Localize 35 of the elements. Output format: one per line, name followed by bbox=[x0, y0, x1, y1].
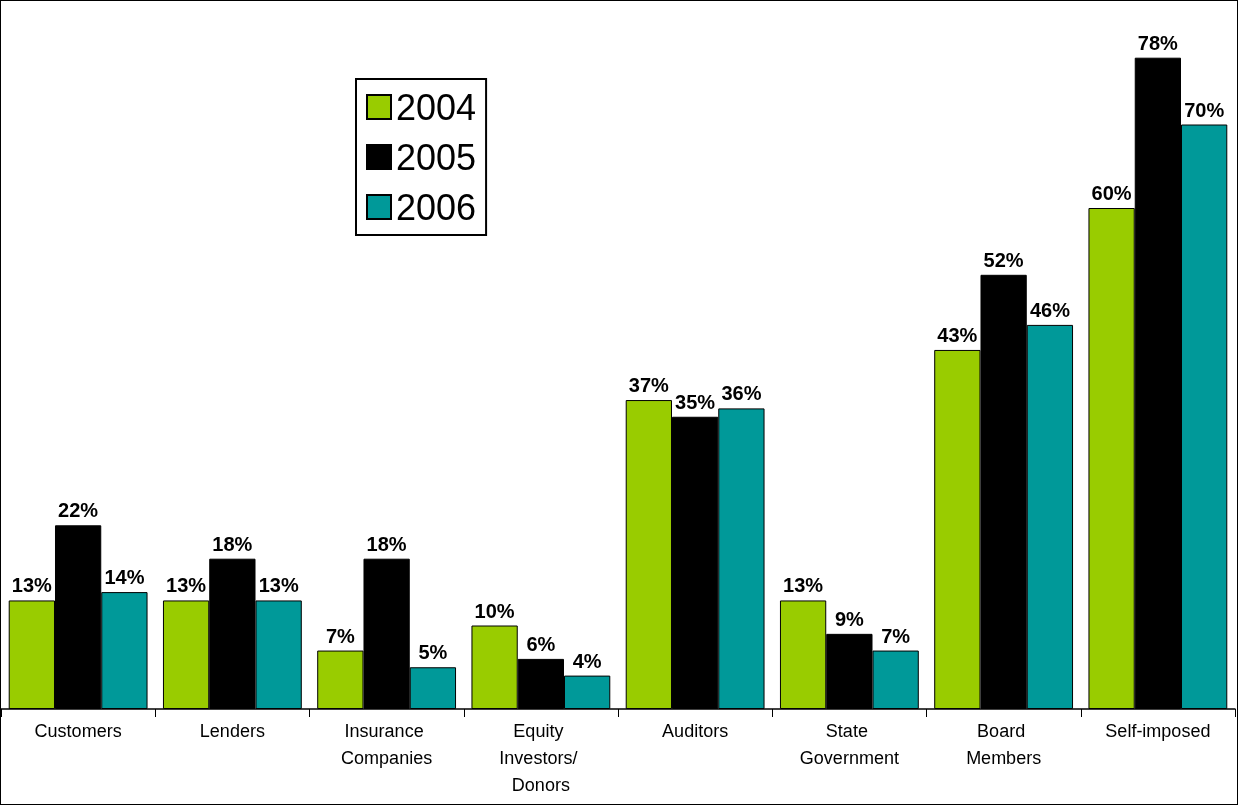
x-tick-label: State Government bbox=[799, 720, 899, 768]
x-tick-label: Insurance Companies bbox=[341, 720, 433, 768]
data-label: 13% bbox=[783, 574, 824, 597]
data-label: 10% bbox=[474, 599, 515, 622]
data-label: 78% bbox=[1137, 31, 1179, 54]
legend-label: 2005 bbox=[396, 136, 477, 178]
data-label: 14% bbox=[104, 566, 145, 589]
data-label: 18% bbox=[366, 532, 407, 555]
data-label: 9% bbox=[834, 607, 865, 630]
data-label: 70% bbox=[1184, 98, 1225, 121]
data-label: 6% bbox=[526, 632, 556, 655]
data-label: 46% bbox=[1029, 298, 1071, 321]
data-label: 60% bbox=[1091, 182, 1132, 204]
data-label: 13% bbox=[258, 574, 299, 597]
x-tick-label: Self-imposed bbox=[1105, 720, 1211, 741]
data-label: 36% bbox=[721, 382, 762, 405]
data-label: 7% bbox=[881, 624, 911, 647]
data-label: 22% bbox=[58, 499, 99, 522]
data-label: 52% bbox=[983, 248, 1024, 271]
legend-label: 2006 bbox=[396, 186, 477, 228]
x-tick-label: Equity Investors/ Donors bbox=[499, 720, 583, 795]
data-label: 4% bbox=[572, 649, 602, 672]
data-label: 37% bbox=[628, 374, 670, 397]
data-label: 13% bbox=[11, 574, 53, 597]
data-label: 18% bbox=[212, 532, 253, 555]
x-tick-label: Board Members bbox=[966, 720, 1042, 768]
x-tick-label: Lenders bbox=[199, 720, 265, 741]
x-tick-label: Customers bbox=[34, 720, 122, 741]
x-tick-label: Auditors bbox=[662, 720, 729, 741]
data-label: 43% bbox=[937, 323, 978, 346]
data-label: 35% bbox=[675, 390, 716, 413]
data-label: 5% bbox=[418, 641, 448, 664]
data-label: 7% bbox=[325, 624, 356, 647]
legend-label: 2004 bbox=[396, 86, 477, 128]
data-label: 13% bbox=[166, 574, 207, 597]
